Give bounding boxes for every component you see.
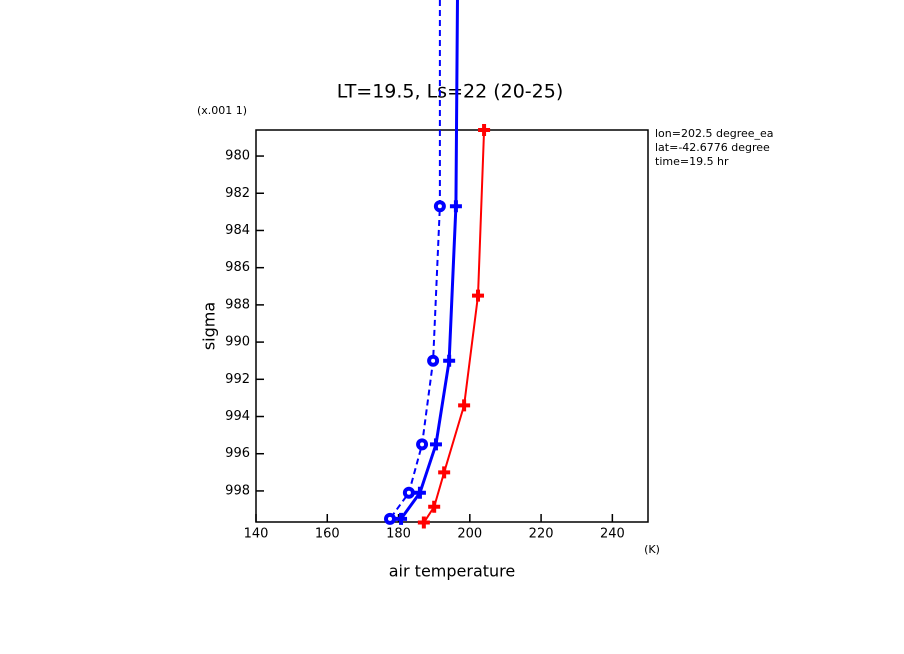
y-tick-label: 994	[225, 409, 250, 424]
point	[433, 200, 446, 213]
y-tick-label: 998	[225, 483, 250, 498]
x-unit: (K)	[644, 543, 660, 556]
annotation: lat=-42.6776 degree	[655, 141, 770, 154]
y-scale-note: (x.001 1)	[197, 104, 247, 117]
point	[478, 124, 491, 136]
x-tick-label: 140	[244, 527, 269, 542]
y-tick-label: 996	[225, 446, 250, 461]
x-tick-label: 180	[386, 527, 411, 542]
x-tick-label: 160	[315, 527, 340, 542]
y-tick-label: 988	[225, 297, 250, 312]
point	[383, 512, 396, 525]
point	[449, 200, 462, 213]
chart-title: LT=19.5, Ls=22 (20-25)	[337, 81, 564, 103]
point	[458, 399, 471, 412]
point	[472, 289, 485, 302]
point	[402, 486, 415, 499]
point	[443, 354, 456, 367]
point	[395, 512, 408, 525]
point	[429, 438, 442, 451]
y-tick-label: 982	[225, 186, 250, 201]
y-tick-label: 986	[225, 260, 250, 275]
x-axis-label: air temperature	[389, 562, 515, 581]
point	[428, 500, 441, 513]
x-tick-label: 240	[600, 527, 625, 542]
y-tick-label: 990	[225, 335, 250, 350]
annotation: lon=202.5 degree_ea	[655, 127, 774, 140]
x-tick-label: 200	[457, 527, 482, 542]
x-tick-label: 220	[529, 527, 554, 542]
annotations: lon=202.5 degree_ea lat=-42.6776 degree …	[655, 127, 774, 168]
series-line	[399, 0, 459, 520]
series-line	[423, 129, 486, 524]
point	[438, 466, 451, 479]
y-axis-label: sigma	[200, 302, 219, 350]
plot-frame	[255, 129, 649, 523]
y-tick-label: 980	[225, 149, 250, 164]
y-tick-label: 984	[225, 223, 250, 238]
y-tick-label: 992	[225, 372, 250, 387]
point	[427, 354, 440, 367]
point	[416, 438, 429, 451]
point	[417, 516, 430, 529]
annotation: time=19.5 hr	[655, 155, 729, 168]
point	[413, 486, 426, 499]
series-line	[389, 0, 441, 520]
